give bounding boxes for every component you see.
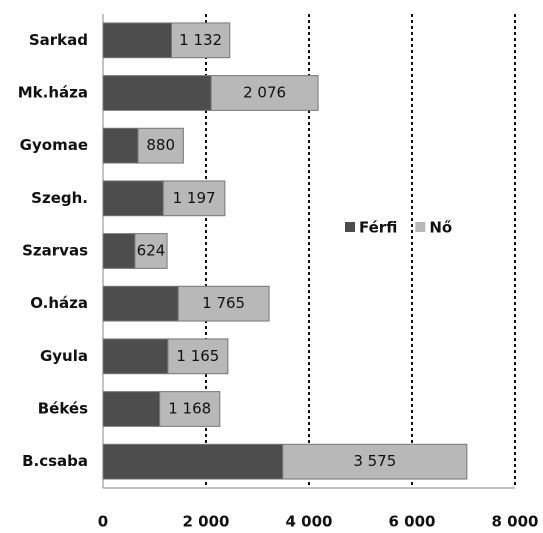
data-label: 2 076 <box>243 84 286 102</box>
data-label: 1 132 <box>179 31 222 49</box>
x-tick-label: 4 000 <box>286 513 333 531</box>
category-label: Mk.háza <box>18 84 88 102</box>
bar-segment <box>167 338 229 375</box>
bar-segment <box>177 285 270 322</box>
category-label: Gyomae <box>20 136 88 154</box>
category-label: B.csaba <box>22 452 88 470</box>
bar-segment <box>210 75 319 111</box>
bar-segment <box>170 22 231 59</box>
bar-segment <box>102 180 164 217</box>
bar-segment <box>102 338 169 375</box>
bar-segment <box>282 443 468 480</box>
data-label: 1 165 <box>176 347 219 365</box>
bar-segment <box>102 22 172 59</box>
legend-label: Nő <box>429 219 452 237</box>
data-label: 880 <box>146 136 175 154</box>
legend-swatch <box>415 222 426 232</box>
category-label: Gyula <box>40 347 88 365</box>
bar-segment <box>102 127 139 164</box>
data-label: 624 <box>137 242 166 260</box>
category-label: Békés <box>38 400 88 418</box>
category-label: Sarkad <box>29 31 88 49</box>
bar-segment <box>159 391 221 427</box>
bar-segment <box>137 127 184 164</box>
x-tick-label: 6 000 <box>389 513 436 531</box>
x-tick-label: 0 <box>98 513 108 531</box>
bar-segment <box>134 233 168 269</box>
category-label: O.háza <box>30 294 88 312</box>
legend-label: Férfi <box>359 219 397 237</box>
category-label: Szegh. <box>31 189 88 207</box>
bar-segment <box>162 180 226 217</box>
data-label: 1 765 <box>202 294 245 312</box>
bar-segment <box>102 233 136 269</box>
data-label: 1 168 <box>168 400 211 418</box>
bar-segment <box>102 285 179 322</box>
legend-swatch <box>345 222 355 232</box>
bar-segment <box>102 75 212 111</box>
x-tick-label: 8 000 <box>492 513 539 531</box>
data-label: 3 575 <box>353 452 396 470</box>
bar-segment <box>102 443 284 480</box>
x-tick-label: 2 000 <box>183 513 230 531</box>
data-label: 1 197 <box>173 189 216 207</box>
bar-segment <box>102 391 161 427</box>
category-label: Szarvas <box>22 242 88 260</box>
